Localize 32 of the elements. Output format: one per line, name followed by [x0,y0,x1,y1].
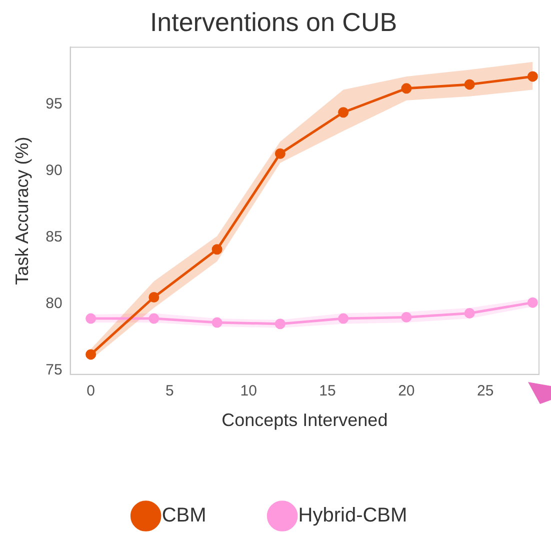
point [148,292,160,303]
legend-label: Hybrid-CBM [298,504,408,527]
chart-title: Interventions on CUB [150,6,398,37]
legend-label: CBM [162,504,206,527]
point [86,313,96,324]
point [212,244,222,255]
point [338,107,349,118]
y-tick-label: 80 [46,295,62,312]
x-tick-label: 5 [166,382,174,400]
y-tick-label: 85 [46,228,62,246]
point [464,79,475,90]
y-axis-title: Task Accuracy (%) [12,136,32,285]
point [274,148,286,159]
x-axis-title: Concepts Intervened [222,410,388,430]
y-tick-label: 95 [46,96,62,113]
point [527,71,538,82]
point [401,312,412,322]
y-tick-label: 75 [46,362,62,379]
point [338,313,349,324]
x-tick-label: 25 [477,382,494,400]
point [527,297,538,308]
point [212,317,222,328]
point [148,313,160,324]
point [86,349,96,360]
x-tick-label: 15 [319,382,336,400]
x-tick-label: 0 [86,382,95,400]
point [464,308,475,318]
y-tick-label: 90 [46,162,62,180]
x-tick-label: 20 [398,382,415,400]
point [401,83,412,94]
point [274,318,286,330]
x-tick-label: 10 [240,382,257,400]
